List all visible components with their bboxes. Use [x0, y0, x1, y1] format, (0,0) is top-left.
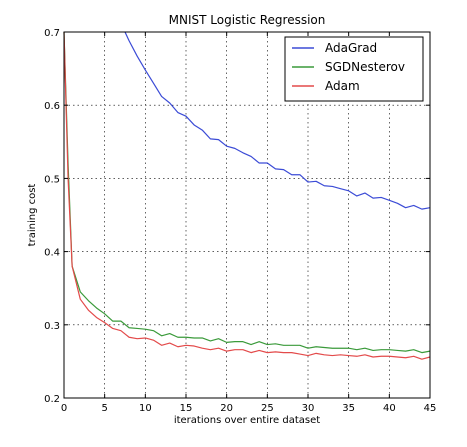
- x-tick-label: 40: [383, 403, 396, 414]
- x-tick-label: 5: [101, 403, 107, 414]
- plot-frame: [63, 31, 431, 399]
- y-tick-label: 0.7: [44, 28, 60, 39]
- x-tick-label: 0: [61, 403, 67, 414]
- y-axis-label: training cost: [27, 184, 38, 247]
- legend: AdaGrad SGDNesterov Adam: [284, 36, 424, 102]
- series-layer: [63, 31, 431, 360]
- legend-label-sgdnesterov: SGDNesterov: [325, 60, 405, 74]
- x-tick-label: 30: [302, 403, 315, 414]
- series-line-adagrad: [124, 31, 431, 210]
- y-tick-label: 0.5: [44, 174, 60, 185]
- legend-label-adam: Adam: [325, 79, 360, 93]
- x-axis-label: iterations over entire dataset: [174, 415, 320, 426]
- series-line-adam: [63, 31, 431, 360]
- x-tick-label: 35: [342, 403, 355, 414]
- legend-label-adagrad: AdaGrad: [325, 41, 377, 55]
- y-tick-label: 0.6: [44, 101, 60, 112]
- y-tick-label: 0.4: [44, 248, 60, 259]
- y-tick-label: 0.3: [44, 321, 60, 332]
- ticks: 0 5 10 15 20 25 30 35 40 45 0.2 0.3 0.4 0.5 0.6 0.7: [44, 28, 436, 414]
- x-tick-label: 20: [220, 403, 233, 414]
- x-tick-label: 25: [261, 403, 274, 414]
- series-line-sgdnesterov: [63, 31, 431, 354]
- x-tick-label: 10: [139, 403, 152, 414]
- y-tick-label: 0.2: [44, 394, 60, 405]
- chart-title: MNIST Logistic Regression: [169, 13, 326, 27]
- x-tick-label: 15: [180, 403, 193, 414]
- x-tick-label: 45: [424, 403, 437, 414]
